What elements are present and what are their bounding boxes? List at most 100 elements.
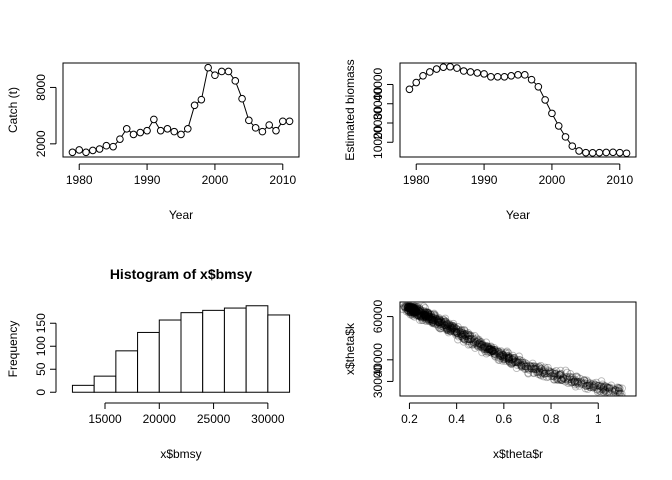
histogram-bar bbox=[202, 309, 225, 393]
data-point bbox=[426, 316, 435, 325]
data-point bbox=[556, 371, 564, 379]
data-point bbox=[428, 319, 436, 327]
data-point bbox=[408, 305, 417, 313]
data-point bbox=[458, 333, 467, 342]
data-point bbox=[407, 302, 416, 311]
data-point bbox=[478, 348, 486, 357]
data-point bbox=[535, 363, 544, 371]
data-point bbox=[407, 304, 416, 312]
data-point bbox=[440, 318, 448, 326]
data-point bbox=[609, 391, 618, 396]
data-point bbox=[409, 306, 417, 315]
data-point bbox=[465, 337, 474, 346]
data-point bbox=[614, 384, 623, 392]
data-point bbox=[445, 324, 453, 333]
data-point bbox=[412, 310, 421, 318]
data-point bbox=[490, 351, 499, 360]
data-point bbox=[599, 384, 607, 393]
data-point bbox=[595, 386, 604, 395]
data-point bbox=[429, 313, 437, 322]
data-point bbox=[411, 308, 419, 317]
data-point bbox=[487, 346, 496, 355]
data-point bbox=[446, 322, 455, 331]
data-point bbox=[432, 315, 441, 324]
data-point bbox=[486, 345, 495, 354]
data-point bbox=[422, 310, 431, 319]
data-point bbox=[588, 149, 597, 157]
scatter-points bbox=[400, 302, 626, 396]
data-point bbox=[508, 355, 517, 364]
data-point bbox=[231, 77, 240, 85]
data-point bbox=[415, 303, 423, 311]
data-point bbox=[599, 383, 608, 391]
data-point bbox=[555, 371, 564, 379]
data-point bbox=[473, 340, 482, 349]
data-point bbox=[428, 313, 437, 322]
data-point bbox=[497, 348, 506, 357]
data-point bbox=[427, 315, 435, 323]
data-point bbox=[475, 336, 483, 345]
data-point bbox=[458, 328, 467, 337]
data-point bbox=[534, 82, 543, 91]
data-point bbox=[568, 374, 576, 382]
data-point bbox=[449, 324, 458, 333]
data-point bbox=[521, 365, 529, 374]
data-point bbox=[600, 382, 608, 390]
data-point bbox=[404, 302, 412, 311]
data-point bbox=[429, 310, 438, 319]
data-point bbox=[68, 148, 77, 157]
data-point bbox=[566, 372, 574, 381]
x-axis-label: Year bbox=[506, 208, 530, 222]
data-point bbox=[429, 319, 438, 328]
data-point bbox=[509, 354, 517, 363]
data-point bbox=[204, 63, 212, 72]
data-point bbox=[504, 354, 513, 363]
data-point bbox=[448, 324, 457, 333]
data-point bbox=[482, 338, 491, 347]
data-point bbox=[443, 324, 451, 333]
data-point bbox=[454, 325, 463, 334]
data-point bbox=[585, 380, 594, 388]
data-point bbox=[479, 343, 488, 352]
y-tick-label: 0 bbox=[34, 389, 48, 396]
data-point bbox=[602, 148, 611, 157]
data-point bbox=[597, 382, 605, 390]
data-point bbox=[470, 331, 479, 340]
data-point bbox=[575, 382, 584, 390]
data-point bbox=[539, 367, 548, 376]
data-point bbox=[477, 338, 486, 346]
data-point bbox=[432, 65, 441, 73]
data-point bbox=[421, 310, 429, 319]
data-point bbox=[408, 308, 417, 317]
data-point bbox=[401, 303, 410, 311]
data-point bbox=[474, 339, 482, 348]
data-point bbox=[459, 329, 467, 338]
data-point bbox=[456, 329, 465, 338]
data-point bbox=[520, 360, 529, 369]
data-point bbox=[129, 130, 138, 139]
data-point bbox=[422, 312, 431, 321]
data-point bbox=[459, 337, 468, 346]
data-point bbox=[559, 373, 568, 382]
data-point bbox=[528, 359, 537, 368]
data-point bbox=[419, 307, 428, 315]
data-point bbox=[509, 351, 517, 360]
data-point bbox=[467, 335, 475, 343]
data-point bbox=[454, 327, 462, 336]
x-tick-label: 2010 bbox=[606, 173, 633, 187]
data-point bbox=[429, 313, 438, 322]
data-point bbox=[477, 340, 486, 349]
data-point bbox=[556, 376, 565, 385]
data-point bbox=[404, 302, 412, 311]
data-point bbox=[577, 379, 586, 388]
data-point bbox=[490, 349, 498, 358]
data-point bbox=[595, 381, 603, 390]
data-point bbox=[410, 306, 418, 315]
data-point bbox=[464, 329, 473, 337]
data-point bbox=[474, 339, 483, 348]
data-point bbox=[475, 339, 483, 348]
data-point bbox=[425, 311, 433, 320]
data-point bbox=[499, 355, 508, 364]
data-point bbox=[582, 382, 591, 390]
data-point bbox=[484, 345, 493, 354]
